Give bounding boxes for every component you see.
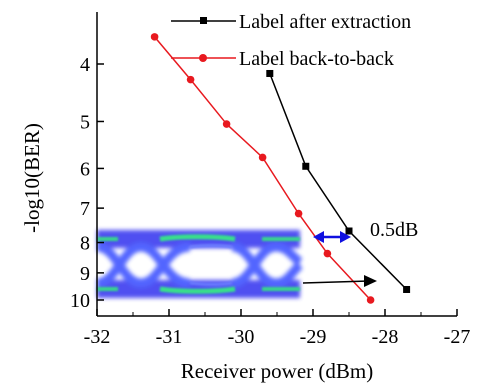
data-point-square xyxy=(403,285,411,293)
legend-marker-circle xyxy=(199,54,207,62)
y-tick-label: 9 xyxy=(80,263,90,285)
x-tick-label: -31 xyxy=(156,326,183,348)
x-tick-label: -27 xyxy=(444,326,471,348)
legend-label-extraction: Label after extraction xyxy=(239,11,411,33)
legend-entry-back-to-back: Label back-to-back xyxy=(171,48,394,70)
y-tick-label: 6 xyxy=(80,158,90,180)
penalty-label: 0.5dB xyxy=(370,219,418,241)
x-axis-ticks: -32 -31 -30 -29 -28 -27 xyxy=(84,309,471,348)
legend-entry-extraction: Label after extraction xyxy=(171,11,411,33)
legend-label-back-to-back: Label back-to-back xyxy=(239,48,394,70)
data-point-circle xyxy=(150,33,159,41)
penalty-arrow-head-right xyxy=(340,231,351,243)
x-axis-title: Receiver power (dBm) xyxy=(181,359,373,383)
power-penalty-annotation: 0.5dB xyxy=(313,219,418,243)
series-line-extraction xyxy=(269,73,408,291)
data-point-circle xyxy=(323,249,332,258)
legend-marker-square xyxy=(200,17,207,24)
data-point-square xyxy=(266,69,274,77)
y-tick-label: 4 xyxy=(80,54,90,76)
eye-pointer-arrow xyxy=(302,275,377,287)
data-point-circle xyxy=(294,209,303,218)
eye-diagram-inset xyxy=(96,230,303,298)
x-tick-label: -30 xyxy=(228,326,255,348)
data-point-circle xyxy=(222,120,231,128)
data-point-circle xyxy=(258,153,267,162)
y-tick-label: 5 xyxy=(80,111,90,133)
x-tick-label: -32 xyxy=(84,326,111,348)
data-point-circle xyxy=(366,296,375,304)
y-axis-ticks: 4 5 6 7 8 9 10 xyxy=(70,54,104,312)
penalty-arrow-head-left xyxy=(313,231,324,243)
legend: Label after extraction Label back-to-bac… xyxy=(171,11,411,70)
x-tick-label: -28 xyxy=(372,326,399,348)
y-axis-title: -log10(BER) xyxy=(20,123,44,233)
data-point-circle xyxy=(186,75,195,84)
data-point-square xyxy=(302,162,310,170)
data-series xyxy=(150,33,411,304)
data-point-square xyxy=(345,227,353,235)
y-tick-label: 7 xyxy=(80,198,90,220)
y-tick-label: 10 xyxy=(70,290,90,312)
x-tick-label: -29 xyxy=(300,326,327,348)
y-tick-label: 8 xyxy=(80,233,90,255)
